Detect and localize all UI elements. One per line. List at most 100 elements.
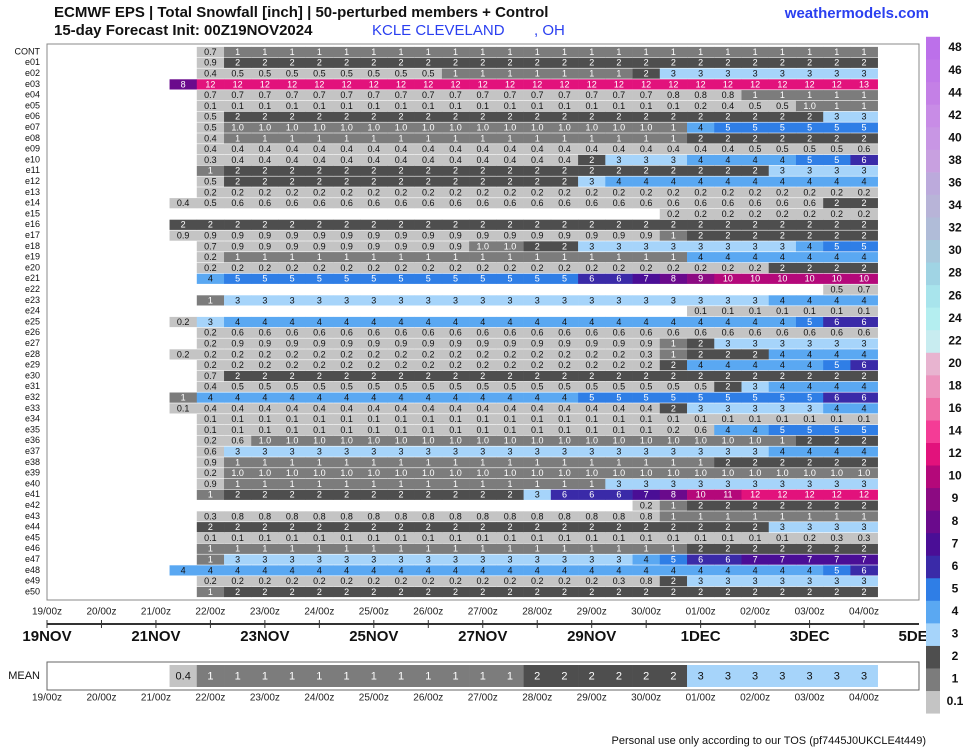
cell [332, 360, 361, 371]
cell [414, 468, 443, 479]
cell [632, 176, 661, 187]
cell [795, 478, 824, 490]
cell-label: 0.5 [286, 382, 299, 392]
colorbar-label: 6 [952, 559, 959, 573]
cell-label: 0.4 [558, 144, 571, 154]
cell-label: 0.1 [340, 101, 353, 111]
cell-label: 0.2 [313, 263, 326, 273]
cell-label: 4 [644, 176, 649, 186]
cell-label: 1 [616, 68, 621, 78]
cell [305, 360, 334, 371]
cell [687, 360, 715, 371]
cell [714, 338, 742, 349]
cell-label: 5 [807, 122, 812, 132]
cell [687, 370, 715, 382]
cell [441, 230, 470, 241]
cell-label: 1 [562, 544, 567, 554]
cell [714, 424, 742, 436]
cell [278, 46, 307, 58]
cell-label: 2 [807, 587, 812, 597]
cell-label: 0.1 [585, 101, 598, 111]
cell-label: 2 [562, 522, 567, 532]
cell [332, 478, 361, 490]
cell [550, 100, 579, 112]
cell [823, 576, 851, 587]
cell [768, 208, 797, 220]
cell-label: 0.4 [259, 403, 272, 413]
cell [659, 511, 688, 522]
cell-label: 0.9 [395, 230, 408, 240]
cell-label: 1 [507, 133, 512, 143]
cell-label: 3 [862, 479, 867, 489]
colorbar-band [926, 555, 940, 579]
cell [741, 165, 770, 176]
cell [578, 370, 606, 382]
colorbar-label: 24 [948, 311, 962, 325]
cell-label: 2 [317, 176, 322, 186]
cell-label: 1 [834, 90, 839, 100]
cell [550, 176, 579, 187]
cell-label: 1 [698, 47, 703, 57]
cell-label: 1 [780, 511, 785, 521]
cell [659, 565, 688, 576]
cell-label: 4 [834, 382, 839, 392]
cell [768, 338, 797, 349]
cell [795, 230, 824, 241]
cell [850, 576, 878, 587]
cell [714, 165, 742, 176]
cell-label: 2 [426, 112, 431, 122]
cell [795, 241, 824, 252]
colorbar-label: 10 [948, 469, 962, 483]
cell-label: 0.6 [531, 198, 544, 208]
cell [605, 144, 633, 155]
cell [550, 57, 579, 68]
cell [387, 435, 415, 446]
cell [251, 187, 279, 198]
cell [360, 586, 388, 598]
cell-label: 2 [262, 490, 267, 500]
cell [196, 262, 225, 274]
cell [578, 79, 606, 90]
cell [278, 198, 307, 209]
cell [714, 392, 742, 403]
cell-label: 1 [453, 457, 458, 467]
cell [469, 532, 497, 544]
cell-label: 0.6 [667, 198, 680, 208]
cell [578, 457, 606, 468]
cell [414, 165, 443, 176]
cell-label: 1 [371, 133, 376, 143]
cell-label: 0.2 [395, 263, 408, 273]
chart-subtitle: 15-day Forecast Init: 00Z19NOV2024 [54, 22, 313, 39]
cell [251, 381, 279, 392]
colorbar-label: 3 [952, 627, 959, 641]
cell-label: 12 [260, 79, 270, 89]
cell-label: 5 [753, 392, 758, 402]
cell [632, 532, 661, 544]
cell [251, 468, 279, 479]
cell-label: 0.1 [177, 403, 190, 413]
cell [523, 665, 552, 687]
cell [224, 295, 252, 306]
cell [578, 381, 606, 392]
cell [578, 435, 606, 446]
cell [768, 79, 797, 90]
cell [332, 154, 361, 166]
cell [496, 576, 524, 587]
cell-label: 3 [834, 670, 840, 682]
cell-label: 3 [834, 166, 839, 176]
cell [632, 79, 661, 90]
cell [278, 100, 307, 112]
cell-label: 4 [725, 317, 730, 327]
time-tick-label-bottom: 03/00z [795, 693, 825, 704]
cell [795, 154, 824, 166]
cell-label: 2 [208, 220, 213, 230]
cell-label: 0.2 [286, 360, 299, 370]
cell [795, 273, 824, 284]
cell [224, 133, 252, 144]
cell-label: 0.5 [204, 198, 217, 208]
cell [550, 349, 579, 360]
cell [414, 57, 443, 68]
cell-label: 2 [399, 58, 404, 68]
cell-label: 4 [589, 565, 594, 575]
cell [795, 532, 824, 544]
